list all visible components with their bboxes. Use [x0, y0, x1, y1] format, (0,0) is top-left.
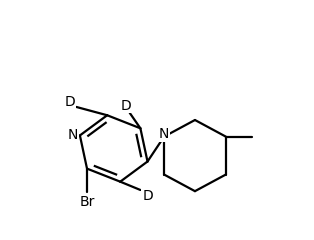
Text: Br: Br	[79, 195, 95, 209]
Text: D: D	[142, 189, 153, 203]
Text: N: N	[68, 128, 78, 142]
Text: D: D	[121, 99, 132, 113]
Text: N: N	[159, 127, 169, 141]
Text: D: D	[65, 95, 76, 109]
